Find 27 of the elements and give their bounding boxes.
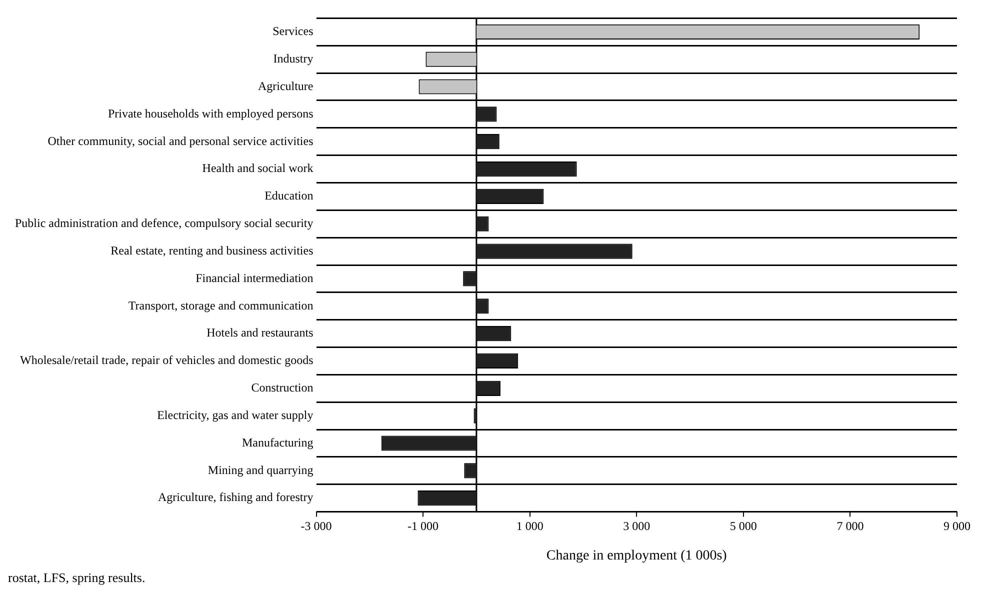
y-tick-label: Agriculture bbox=[258, 78, 314, 93]
y-tick-label: Financial intermediation bbox=[196, 270, 314, 285]
y-tick-label: Mining and quarrying bbox=[208, 462, 314, 477]
x-axis-title: Change in employment (1 000s) bbox=[546, 548, 728, 564]
y-tick-label: Industry bbox=[273, 51, 314, 66]
x-tick-label: 7 000 bbox=[836, 519, 864, 534]
x-tick-label: 1 000 bbox=[516, 519, 544, 534]
y-tick-label: Hotels and restaurants bbox=[206, 326, 314, 340]
x-tick-label: -3 000 bbox=[300, 519, 332, 534]
y-tick-label: Electricity, gas and water supply bbox=[157, 408, 314, 422]
x-tick-label: 3 000 bbox=[623, 519, 650, 534]
y-tick-label: Transport, storage and communication bbox=[128, 298, 314, 312]
y-tick-label: Other community, social and personal service activities bbox=[48, 134, 314, 148]
x-tick-label: 5 000 bbox=[730, 519, 757, 534]
y-tick-label: Education bbox=[264, 188, 314, 203]
y-tick-label: Wholesale/retail trade, repair of vehicles and domestic goods bbox=[20, 353, 314, 368]
y-tick-label: Public administration and defence, compulsory social security bbox=[14, 216, 314, 230]
y-tick-label: Agriculture, fishing and forestry bbox=[158, 490, 314, 504]
y-tick-label: Real estate, renting and business activities bbox=[110, 243, 314, 258]
text: rostat, LFS, spring results. bbox=[8, 570, 146, 586]
y-tick-label: Construction bbox=[251, 380, 314, 395]
y-tick-label: Health and social work bbox=[202, 161, 314, 176]
x-tick-label: -1 000 bbox=[408, 519, 439, 534]
x-tick-label: 9 000 bbox=[944, 519, 970, 534]
y-tick-label: Private households with employed persons bbox=[108, 106, 314, 120]
y-tick-label: Manufacturing bbox=[242, 435, 314, 450]
y-tick-label: Services bbox=[272, 24, 314, 38]
